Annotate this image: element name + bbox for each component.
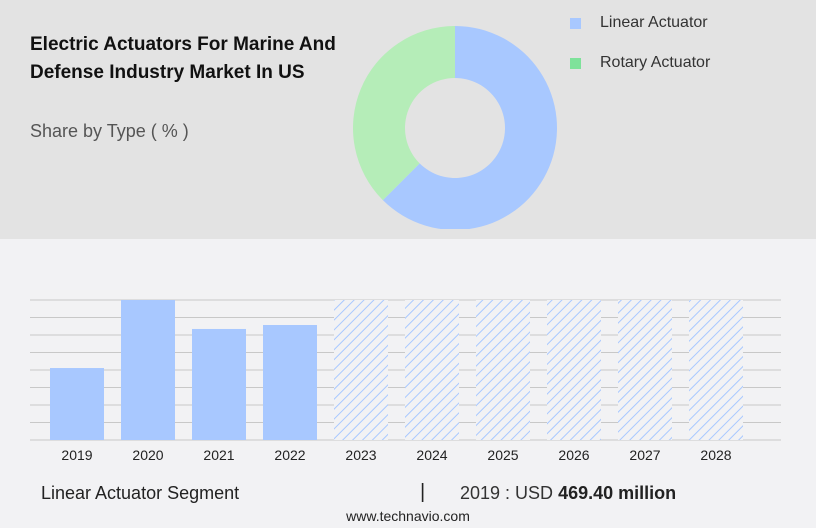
legend-swatch [570,17,581,29]
legend-swatch [570,57,581,69]
year-label: 2019 : USD [460,483,554,503]
bar-2026 [547,300,601,440]
bar-2021 [192,328,246,440]
bar-2024 [405,300,459,440]
legend-item-rotary: Rotary Actuator [570,54,710,72]
chart-subtitle: Share by Type ( % ) [30,121,189,141]
bar-2019 [50,368,104,440]
legend-item-linear: Linear Actuator [570,14,708,32]
x-tick-label: 2021 [203,447,234,463]
bar-2025 [476,300,530,440]
segment-value: 2019 : USD 469.40 million [460,483,676,504]
segment-label: Linear Actuator Segment [41,483,240,503]
x-tick-label: 2019 [61,447,92,463]
chart-title: Electric Actuators For Marine And Defens… [30,34,336,83]
x-tick-label: 2023 [345,447,376,463]
bar-2023 [334,300,388,440]
x-tick-label: 2026 [558,447,589,463]
value-amount: 469.40 million [558,483,677,503]
x-tick-label: 2024 [416,447,447,463]
footer-separator: | [420,481,426,503]
bar-2022 [263,324,317,440]
legend-label: Linear Actuator [600,14,708,31]
x-tick-label: 2025 [487,447,518,463]
x-tick-label: 2020 [132,447,163,463]
donut-slice-rotary [353,26,455,201]
bar-2027 [618,300,672,440]
x-tick-label: 2022 [274,447,305,463]
x-tick-label: 2028 [700,447,731,463]
bar-2028 [689,300,743,440]
x-tick-label: 2027 [629,447,660,463]
legend-label: Rotary Actuator [600,54,711,71]
website-label: www.technavio.com [346,508,470,524]
bar-2020 [121,300,175,440]
donut-slice-linear [382,26,557,229]
